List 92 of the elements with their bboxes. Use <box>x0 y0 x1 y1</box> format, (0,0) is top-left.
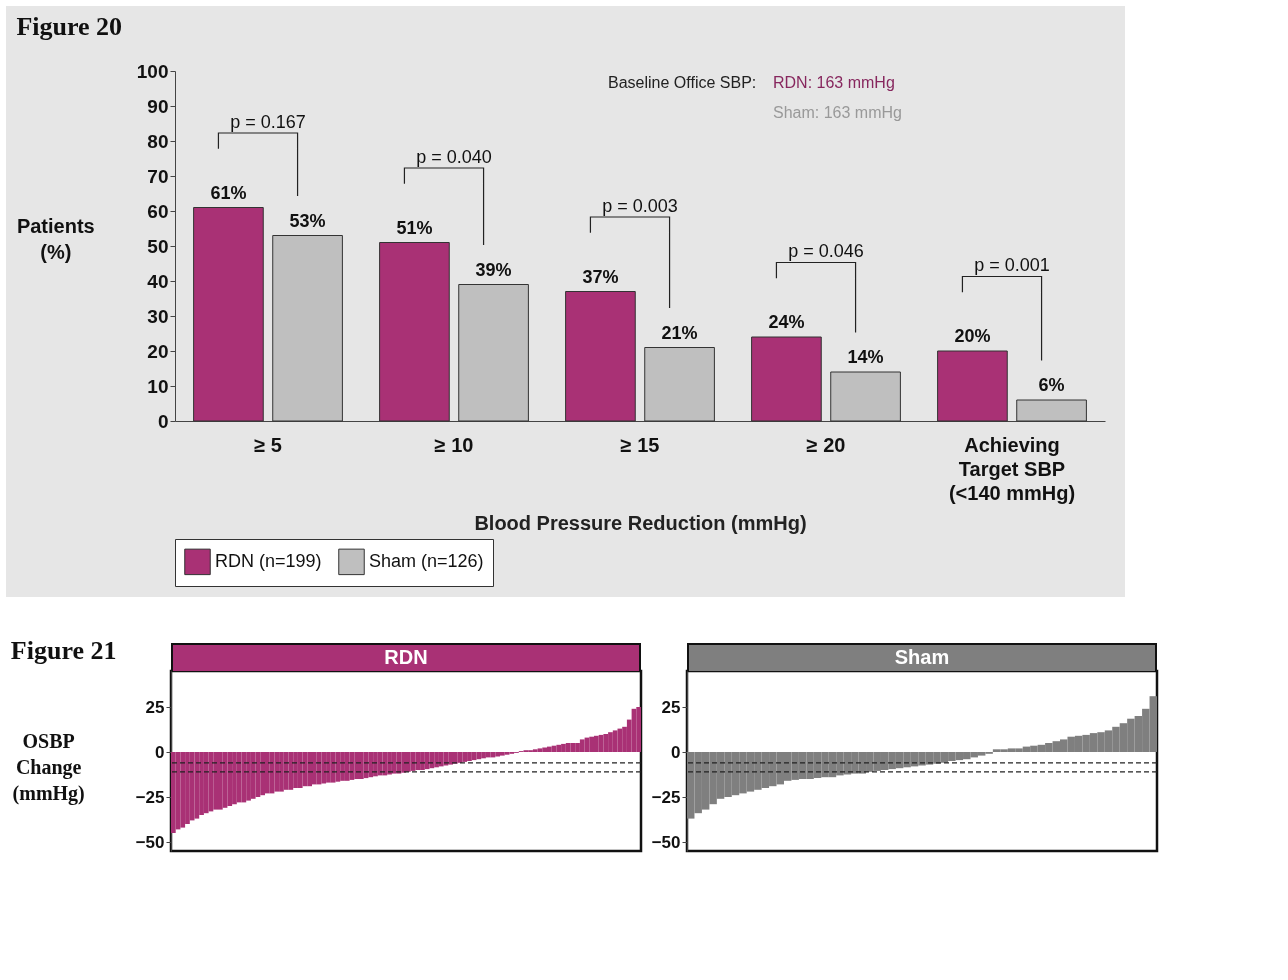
data-label: 39% <box>475 259 512 280</box>
bar <box>462 752 468 762</box>
y-tick-label: 30 <box>147 305 169 327</box>
data-label: 21% <box>661 322 698 343</box>
bar <box>297 752 303 788</box>
x-tick-label: ≥ 20 <box>806 433 846 456</box>
y-tick-label: 0 <box>155 742 165 762</box>
annotation: p = 0.001 <box>974 255 1050 276</box>
bar <box>236 752 242 803</box>
data-label: 61% <box>210 182 247 203</box>
data-label: 14% <box>847 347 884 367</box>
bar <box>377 752 383 776</box>
bar <box>612 730 618 752</box>
data-label: 20% <box>954 326 991 346</box>
y-tick-label: 80 <box>147 130 169 152</box>
bar <box>603 734 609 752</box>
y-tick-label: 0 <box>157 410 169 432</box>
annotation: p = 0.046 <box>788 241 864 262</box>
data-label: 37% <box>582 266 619 287</box>
y-tick-label: −25 <box>651 787 681 807</box>
legend-label: RDN (n=199) <box>215 550 322 571</box>
annotation: RDN: 163 mmHg <box>772 74 895 91</box>
bar <box>203 752 209 814</box>
y-tick-label: 25 <box>661 697 681 717</box>
y-axis-title: Patients (%) <box>16 214 95 263</box>
bar <box>368 752 374 778</box>
y-tick-label: −50 <box>135 832 165 852</box>
x-tick-label: ≥ 10 <box>434 433 474 456</box>
bar <box>415 752 421 770</box>
bar <box>227 752 233 806</box>
bar <box>751 336 822 422</box>
y-tick-label: 50 <box>147 235 169 257</box>
bar <box>636 707 641 752</box>
y-tick-label: 10 <box>147 375 169 397</box>
bar <box>283 752 289 790</box>
chart-title: Figure 21 <box>10 635 117 665</box>
bar <box>532 749 538 752</box>
bar <box>556 744 562 752</box>
data-label: 53% <box>289 210 326 231</box>
y-tick-label: −50 <box>651 832 681 852</box>
y-tick-label: 100 <box>136 60 169 82</box>
bar <box>272 235 343 422</box>
y-axis-title: OSBP Change (mmHg) <box>12 729 85 805</box>
bar <box>321 752 327 784</box>
bar <box>330 752 336 783</box>
data-label: 6% <box>1038 375 1065 395</box>
bar <box>937 350 1008 422</box>
bar <box>250 752 256 799</box>
bar <box>274 752 280 792</box>
bar <box>644 347 715 422</box>
annotation: Sham: 163 mmHg <box>772 104 902 121</box>
text: Sham <box>687 643 1157 671</box>
chart-title: Figure 20 <box>16 12 123 41</box>
y-tick-label: 20 <box>147 340 169 362</box>
x-tick-label: Achieving Target SBP (<140 mmHg) <box>948 433 1076 504</box>
bar <box>830 371 901 422</box>
annotation: p = 0.167 <box>230 111 306 132</box>
bar <box>438 752 444 767</box>
bar <box>180 752 186 828</box>
x-axis-title: Blood Pressure Reduction (mmHg) <box>474 511 807 534</box>
bar <box>379 242 450 422</box>
data-label: 51% <box>396 217 433 238</box>
bar <box>189 752 195 821</box>
y-tick-label: 90 <box>147 95 169 117</box>
y-tick-label: 0 <box>671 742 681 762</box>
bar <box>565 291 636 422</box>
bar <box>579 739 585 752</box>
legend-label: Sham (n=126) <box>369 550 484 571</box>
bar <box>565 743 571 752</box>
x-tick-label: ≥ 15 <box>620 433 660 456</box>
annotation: p = 0.003 <box>602 195 678 216</box>
bar <box>504 752 510 755</box>
annotation: p = 0.040 <box>416 146 492 167</box>
bar <box>471 752 477 761</box>
bar <box>424 752 430 770</box>
y-tick-label: −25 <box>135 787 165 807</box>
bar <box>485 752 491 758</box>
bar <box>391 752 397 774</box>
y-tick-label: 60 <box>147 200 169 222</box>
annotation: Baseline Office SBP: <box>608 74 757 91</box>
bar <box>171 752 176 833</box>
data-label: 24% <box>768 312 805 332</box>
bar <box>1016 399 1087 422</box>
x-tick-label: ≥ 5 <box>254 433 282 456</box>
y-tick-label: 70 <box>147 165 169 187</box>
y-tick-label: 40 <box>147 270 169 292</box>
text: RDN <box>171 643 641 671</box>
bar <box>344 752 350 781</box>
bar <box>458 284 529 422</box>
y-tick-label: 25 <box>145 697 165 717</box>
bar <box>537 748 543 752</box>
bar <box>193 207 264 422</box>
